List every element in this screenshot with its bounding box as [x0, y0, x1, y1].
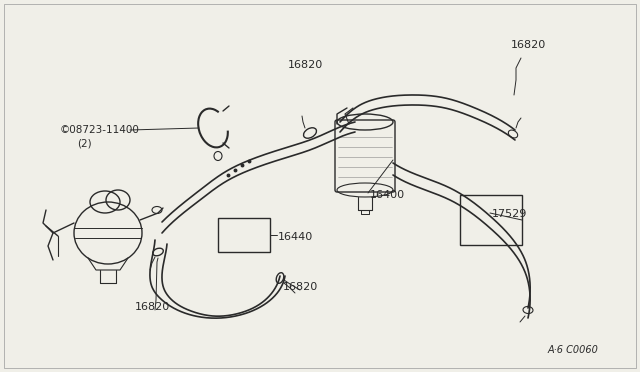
Text: 16400: 16400 — [370, 190, 405, 200]
Text: 16820: 16820 — [134, 302, 170, 312]
Text: 16820: 16820 — [282, 282, 317, 292]
Text: ©08723-11400: ©08723-11400 — [60, 125, 140, 135]
Text: 17529: 17529 — [492, 209, 527, 219]
Text: 16820: 16820 — [510, 40, 546, 50]
Text: (2): (2) — [77, 138, 92, 148]
Text: 16440: 16440 — [278, 232, 313, 242]
Text: A·6 C0060: A·6 C0060 — [548, 345, 599, 355]
Text: 16820: 16820 — [287, 60, 323, 70]
